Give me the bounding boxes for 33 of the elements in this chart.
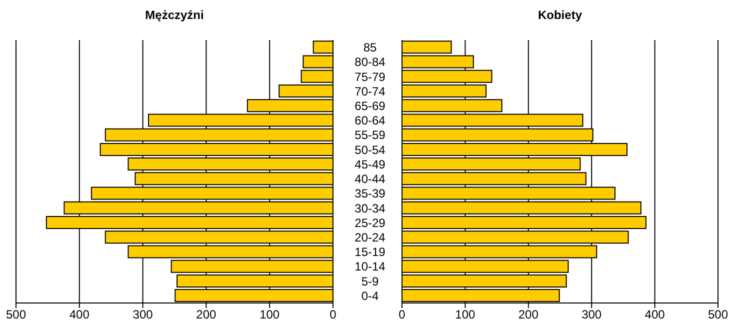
- chart-title: Mężczyźni: [144, 8, 205, 22]
- y-tick-label: 10-14: [354, 260, 386, 274]
- x-tick-label: 200: [196, 308, 217, 322]
- bar: [402, 40, 452, 54]
- x-tick-label: 400: [644, 308, 666, 322]
- y-tick-label: 60-64: [354, 114, 386, 128]
- y-tick-label: 45-49: [354, 157, 386, 172]
- y-tick-label: 85: [363, 40, 377, 55]
- y-tick-label: 80-84: [354, 55, 386, 70]
- y-tick-label: 55-59: [354, 128, 386, 142]
- x-tick-label: 500: [6, 308, 26, 322]
- y-tick-label: 70-74: [354, 84, 386, 98]
- x-tick-label: 400: [69, 308, 90, 322]
- y-tick-label: 75-79: [354, 70, 386, 84]
- y-tick-label: 25-29: [354, 216, 386, 230]
- x-tick-label: 0: [330, 308, 337, 322]
- y-tick-label: 30-34: [354, 201, 386, 216]
- y-tick-label: 5-9: [361, 274, 379, 288]
- x-tick-label: 0: [398, 308, 406, 322]
- y-tick-label: 15-19: [354, 245, 386, 260]
- x-tick-label: 100: [455, 308, 476, 322]
- x-tick-label: 500: [708, 308, 728, 322]
- chart-title: Kobiety: [536, 8, 583, 22]
- x-tick-label: 200: [518, 308, 539, 322]
- y-tick-label: 50-54: [354, 142, 386, 157]
- x-tick-label: 300: [132, 308, 154, 322]
- x-tick-label: 300: [582, 308, 602, 322]
- y-tick-label: 35-39: [354, 186, 386, 201]
- y-tick-label: 65-69: [354, 99, 386, 114]
- y-tick-label: 20-24: [354, 230, 386, 245]
- y-tick-label: 40-44: [354, 172, 386, 186]
- y-tick-label: 0-4: [361, 288, 379, 303]
- x-tick-label: 100: [260, 308, 280, 322]
